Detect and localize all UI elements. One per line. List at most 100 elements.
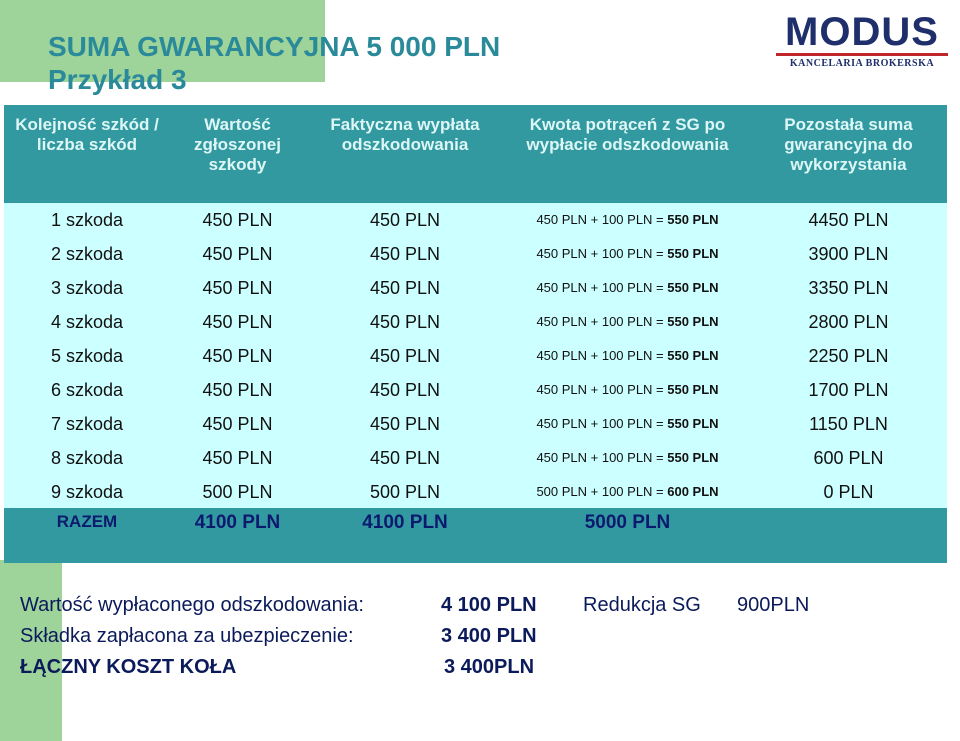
deduction-formula: 450 PLN + 100 PLN = <box>536 212 668 227</box>
deduction-cell: 450 PLN + 100 PLN = 550 PLN <box>505 305 750 339</box>
remaining-cell: 3350 PLN <box>808 278 889 298</box>
remaining-cell: 1150 PLN <box>809 414 888 434</box>
deduction-cell: 450 PLN + 100 PLN = 550 PLN <box>505 339 750 373</box>
claim-cell: 1 szkoda <box>50 210 124 230</box>
remaining-cell: 1700 PLN <box>808 380 889 400</box>
paid-cell: 450 PLN <box>369 278 441 298</box>
paid-cell: 450 PLN <box>369 346 441 366</box>
deduction-formula: 450 PLN + 100 PLN = <box>536 382 668 397</box>
reported-cell: 500 PLN <box>202 482 273 502</box>
table-row: 5 szkoda 450 PLN 450 PLN 450 PLN + 100 P… <box>4 339 947 373</box>
deduction-formula: 500 PLN + 100 PLN = <box>536 484 668 499</box>
page-title: SUMA GWARANCYJNA 5 000 PLN <box>48 31 501 62</box>
logo-underline <box>776 53 948 56</box>
table-row: 8 szkoda 450 PLN 450 PLN 450 PLN + 100 P… <box>4 441 947 475</box>
deduction-result: 600 PLN <box>667 484 719 499</box>
claim-cell: 8 szkoda <box>50 448 124 468</box>
table-row: 2 szkoda 450 PLN 450 PLN 450 PLN + 100 P… <box>4 237 947 271</box>
reported-cell: 450 PLN <box>202 380 273 400</box>
paid-cell: 450 PLN <box>369 380 441 400</box>
deduction-result: 550 PLN <box>667 416 719 431</box>
claim-cell: 3 szkoda <box>50 278 124 298</box>
claim-cell: 9 szkoda <box>50 482 124 502</box>
remaining-cell: 4450 PLN <box>808 210 889 230</box>
summary-total-value: 3 400PLN <box>444 656 535 678</box>
paid-cell: 450 PLN <box>369 244 441 264</box>
claim-cell: 2 szkoda <box>50 244 124 264</box>
header-actual-payout: Faktyczna wypłata odszkodowania <box>330 115 480 154</box>
table-footer <box>4 508 947 563</box>
table-row: 6 szkoda 450 PLN 450 PLN 450 PLN + 100 P… <box>4 373 947 407</box>
table-header: Kolejność szkód / liczba szkód Wartość z… <box>4 105 947 203</box>
summary-premium-label: Składka zapłacona za ubezpieczenie: <box>20 625 354 647</box>
deduction-formula: 450 PLN + 100 PLN = <box>536 246 668 261</box>
remaining-cell: 2800 PLN <box>808 312 889 332</box>
table-row: 3 szkoda 450 PLN 450 PLN 450 PLN + 100 P… <box>4 271 947 305</box>
header-claim-order: Kolejność szkód / liczba szkód <box>15 115 159 154</box>
modus-logo: MODUS KANCELARIA BROKERSKA <box>772 10 952 69</box>
summary-reduction-value: 900PLN <box>737 594 810 616</box>
reported-cell: 450 PLN <box>202 244 273 264</box>
summary-reduction-label: Redukcja SG <box>583 594 701 616</box>
deduction-formula: 450 PLN + 100 PLN = <box>536 314 668 329</box>
deduction-formula: 450 PLN + 100 PLN = <box>536 450 668 465</box>
footer-paid-total: 4100 PLN <box>362 512 448 533</box>
reported-cell: 450 PLN <box>202 414 273 434</box>
table-row: 7 szkoda 450 PLN 450 PLN 450 PLN + 100 P… <box>4 407 947 441</box>
remaining-cell: 3900 PLN <box>808 244 889 264</box>
header-remaining-sum: Pozostała suma gwarancyjna do wykorzysta… <box>784 115 913 174</box>
paid-cell: 450 PLN <box>369 448 441 468</box>
summary-paid-label: Wartość wypłaconego odszkodowania: <box>20 594 364 616</box>
deduction-formula: 450 PLN + 100 PLN = <box>536 348 668 363</box>
reported-cell: 450 PLN <box>202 278 273 298</box>
deduction-result: 550 PLN <box>667 348 719 363</box>
summary-premium-value: 3 400 PLN <box>441 625 537 647</box>
table-row: 4 szkoda 450 PLN 450 PLN 450 PLN + 100 P… <box>4 305 947 339</box>
deduction-result: 550 PLN <box>667 280 719 295</box>
deduction-result: 550 PLN <box>667 212 719 227</box>
paid-cell: 450 PLN <box>369 414 441 434</box>
header-reported-value: Wartość zgłoszonej szkody <box>194 115 281 174</box>
deduction-result: 550 PLN <box>667 382 719 397</box>
claim-cell: 4 szkoda <box>50 312 124 332</box>
summary-total-label: ŁĄCZNY KOSZT KOŁA <box>20 656 237 678</box>
claim-cell: 5 szkoda <box>50 346 124 366</box>
paid-cell: 450 PLN <box>369 210 441 230</box>
claim-cell: 6 szkoda <box>50 380 124 400</box>
deduction-result: 550 PLN <box>667 246 719 261</box>
logo-wordmark: MODUS <box>785 10 939 54</box>
deduction-cell: 450 PLN + 100 PLN = 550 PLN <box>505 441 750 475</box>
footer-deduction-total: 5000 PLN <box>584 512 671 533</box>
deduction-cell: 450 PLN + 100 PLN = 550 PLN <box>505 373 750 407</box>
reported-cell: 450 PLN <box>202 346 273 366</box>
header-deduction: Kwota potrąceń z SG po wypłacie odszkodo… <box>526 115 729 154</box>
deduction-formula: 450 PLN + 100 PLN = <box>536 280 668 295</box>
footer-label: RAZEM <box>56 512 118 531</box>
claims-table: Kolejność szkód / liczba szkód Wartość z… <box>4 105 947 563</box>
remaining-cell: 600 PLN <box>813 448 884 468</box>
paid-cell: 450 PLN <box>369 312 441 332</box>
decorative-top-block <box>0 0 325 82</box>
deduction-cell: 450 PLN + 100 PLN = 550 PLN <box>505 271 750 305</box>
deduction-result: 550 PLN <box>667 314 719 329</box>
table-row: 1 szkoda 450 PLN 450 PLN 450 PLN + 100 P… <box>4 203 947 237</box>
remaining-cell: 2250 PLN <box>808 346 889 366</box>
decorative-left-block <box>0 560 62 741</box>
claim-cell: 7 szkoda <box>50 414 124 434</box>
deduction-cell: 500 PLN + 100 PLN = 600 PLN <box>505 475 750 509</box>
deduction-cell: 450 PLN + 100 PLN = 550 PLN <box>505 203 750 237</box>
deduction-result: 550 PLN <box>667 450 719 465</box>
reported-cell: 450 PLN <box>202 210 273 230</box>
reported-cell: 450 PLN <box>202 448 273 468</box>
logo-tagline: KANCELARIA BROKERSKA <box>789 58 935 69</box>
summary-paid-value: 4 100 PLN <box>441 594 537 616</box>
footer-reported-total: 4100 PLN <box>194 512 281 533</box>
remaining-cell: 0 PLN <box>823 482 874 502</box>
table-row: 9 szkoda 500 PLN 500 PLN 500 PLN + 100 P… <box>4 475 947 509</box>
deduction-formula: 450 PLN + 100 PLN = <box>536 416 668 431</box>
page-subtitle: Przykład 3 <box>48 64 187 95</box>
paid-cell: 500 PLN <box>369 482 441 502</box>
reported-cell: 450 PLN <box>202 312 273 332</box>
deduction-cell: 450 PLN + 100 PLN = 550 PLN <box>505 407 750 441</box>
deduction-cell: 450 PLN + 100 PLN = 550 PLN <box>505 237 750 271</box>
